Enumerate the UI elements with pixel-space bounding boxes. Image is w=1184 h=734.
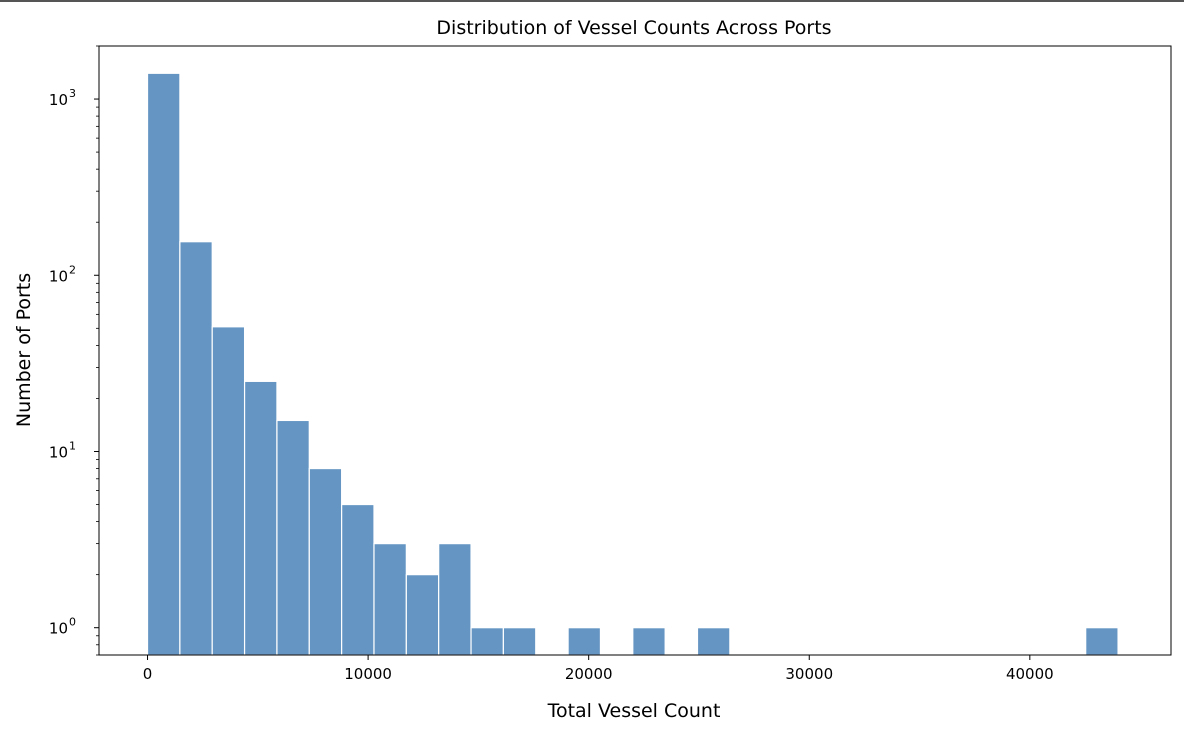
y-tick-label-exponent-0: 0	[69, 616, 76, 629]
histogram-bar-15	[1085, 627, 1119, 656]
histogram-bar-8	[405, 574, 440, 656]
histogram-bar-14	[696, 627, 731, 656]
x-tick-label-3: 30000	[785, 665, 833, 683]
histogram-bar-1	[179, 241, 213, 656]
histogram-bar-0	[146, 72, 181, 656]
chart-title: Distribution of Vessel Counts Across Por…	[436, 17, 831, 39]
x-axis-label: Total Vessel Count	[547, 700, 721, 722]
y-tick-label-base-3: 10	[49, 91, 68, 109]
plot-area-frame	[98, 45, 1172, 656]
y-tick-label-exponent-1: 1	[69, 439, 76, 452]
x-tick-label-1: 10000	[344, 665, 392, 683]
y-axis-label: Number of Ports	[13, 273, 35, 427]
bars-group	[146, 72, 1119, 656]
x-tick-label-0: 0	[143, 665, 153, 683]
histogram-bar-12	[567, 627, 602, 656]
y-tick-label-exponent-3: 3	[69, 87, 76, 100]
histogram-bar-4	[276, 419, 310, 656]
histogram-bar-13	[632, 627, 666, 656]
histogram-bar-7	[373, 543, 407, 656]
y-tick-label-base-1: 10	[49, 443, 68, 461]
histogram-bar-10	[470, 627, 504, 656]
histogram-bar-5	[308, 467, 343, 656]
x-tick-label-2: 20000	[565, 665, 613, 683]
top-border-line	[0, 0, 1184, 2]
histogram-bar-2	[211, 326, 246, 656]
histogram-bar-11	[502, 627, 537, 656]
y-tick-label-exponent-2: 2	[69, 263, 76, 276]
x-tick-label-4: 40000	[1006, 665, 1054, 683]
histogram-bar-3	[243, 380, 278, 656]
y-tick-label-base-2: 10	[49, 267, 68, 285]
histogram-bar-6	[341, 503, 375, 656]
histogram-bar-9	[438, 543, 472, 656]
y-tick-label-base-0: 10	[49, 620, 68, 638]
x-axis-ticks: 0 10000 20000 30000 40000	[143, 655, 1054, 683]
